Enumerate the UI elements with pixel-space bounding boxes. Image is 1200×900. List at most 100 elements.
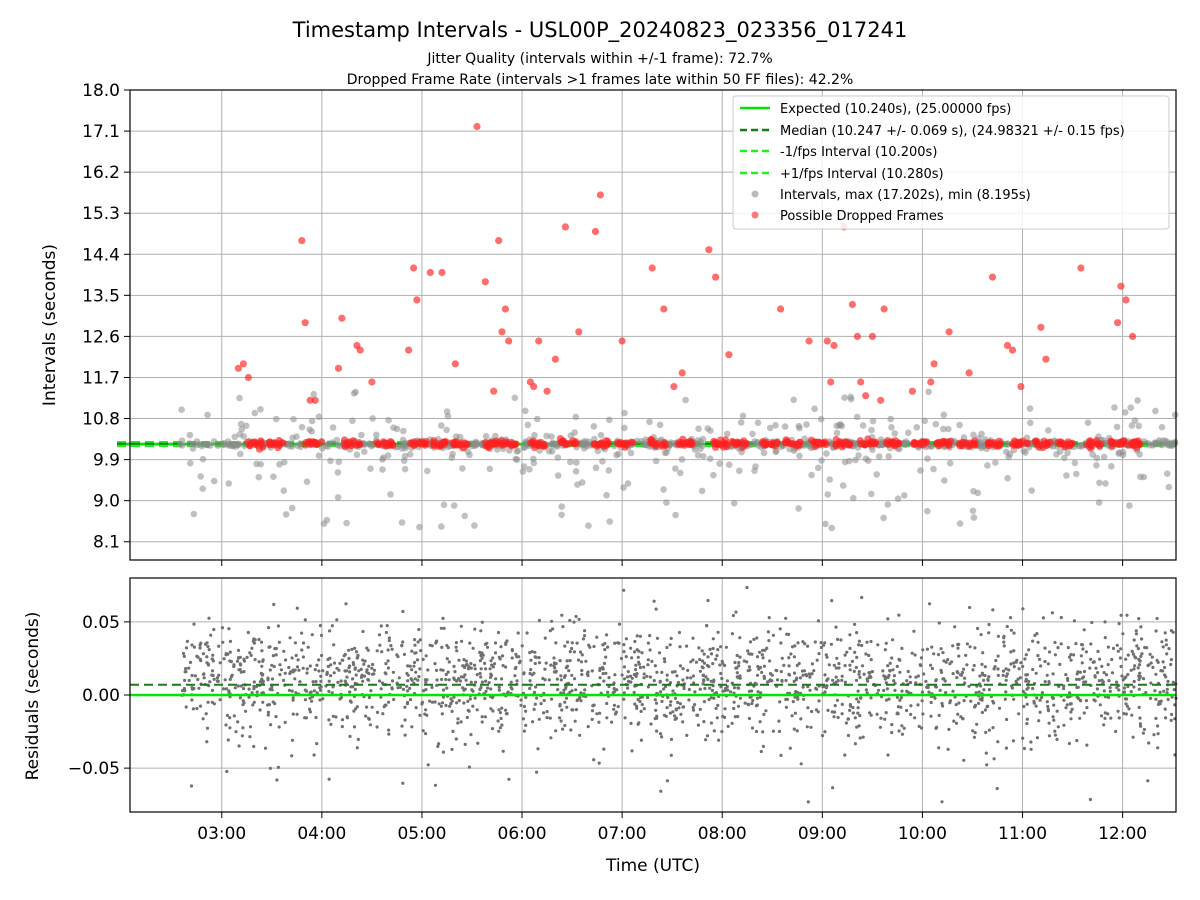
- residual-point: [827, 663, 831, 667]
- residual-point: [985, 705, 989, 709]
- residual-point: [971, 668, 975, 672]
- x-tick-label: 05:00: [397, 824, 446, 844]
- residual-point: [742, 659, 746, 663]
- residual-point: [355, 746, 359, 750]
- residual-point: [1002, 640, 1006, 644]
- dropped-frame-point: [821, 438, 829, 446]
- dropped-frame-outlier: [551, 355, 560, 363]
- residual-point: [590, 709, 595, 713]
- interval-point: [1093, 462, 1100, 469]
- interval-point: [818, 457, 825, 464]
- interval-point: [921, 417, 928, 425]
- residual-point: [1009, 628, 1014, 632]
- residual-point: [997, 706, 1002, 710]
- residual-point: [700, 649, 704, 653]
- residual-point: [1124, 712, 1128, 716]
- residual-point: [1106, 712, 1110, 716]
- residual-point: [905, 708, 909, 713]
- residual-point: [939, 670, 944, 675]
- residual-point: [291, 712, 295, 716]
- residual-point: [181, 651, 186, 656]
- residual-point: [686, 668, 690, 673]
- residual-point: [613, 673, 617, 677]
- residual-point: [466, 699, 470, 704]
- residual-point: [642, 707, 646, 711]
- residual-point: [886, 664, 890, 668]
- dropped-frame-point: [572, 438, 580, 446]
- residual-point: [1024, 673, 1028, 677]
- residual-point: [622, 677, 627, 681]
- residual-point: [806, 685, 810, 689]
- residual-point: [225, 769, 229, 774]
- residual-point: [487, 681, 491, 685]
- top-y-tick-label: 10.8: [82, 410, 120, 430]
- interval-point: [822, 520, 829, 528]
- residual-point: [870, 670, 875, 674]
- residual-point: [890, 730, 894, 735]
- residual-point: [387, 636, 391, 640]
- residual-point: [344, 602, 348, 606]
- residual-point: [691, 708, 696, 712]
- residual-point: [694, 660, 699, 664]
- residual-point: [951, 672, 955, 676]
- residual-point: [1149, 681, 1153, 685]
- residual-point: [255, 690, 259, 694]
- residual-point: [457, 677, 461, 681]
- residual-point: [441, 688, 446, 692]
- residual-point: [440, 701, 445, 705]
- dropped-frame-outlier: [988, 273, 997, 281]
- residual-point: [605, 701, 609, 706]
- residual-point: [649, 722, 653, 726]
- residual-point: [906, 669, 910, 674]
- interval-point: [373, 431, 380, 439]
- residual-point: [808, 688, 812, 692]
- residual-point: [319, 679, 323, 683]
- residual-point: [1046, 704, 1050, 709]
- residual-point: [613, 641, 617, 645]
- interval-point: [310, 390, 318, 398]
- dropped-frame-point: [1043, 439, 1051, 447]
- residual-point: [1161, 645, 1165, 649]
- residual-point: [861, 735, 865, 739]
- dropped-frame-point: [1016, 440, 1025, 448]
- interval-point: [280, 487, 288, 495]
- residual-point: [884, 641, 888, 645]
- residual-point: [652, 679, 656, 683]
- residual-point: [691, 674, 696, 678]
- residual-point: [489, 659, 493, 663]
- residual-point: [698, 669, 703, 673]
- residual-point: [414, 706, 418, 710]
- residual-point: [478, 671, 482, 676]
- residual-point: [387, 639, 391, 643]
- residual-point: [319, 688, 323, 692]
- residual-point: [483, 696, 487, 701]
- residual-point: [710, 688, 715, 693]
- residual-point: [856, 706, 860, 710]
- residual-point: [784, 705, 789, 709]
- interval-point: [343, 519, 350, 527]
- residual-point: [738, 636, 742, 640]
- residual-point: [395, 653, 399, 657]
- interval-point: [558, 503, 565, 510]
- x-tick-label: 04:00: [297, 824, 346, 844]
- residual-point: [1107, 679, 1111, 683]
- residual-point: [693, 690, 697, 694]
- residual-point: [576, 658, 581, 662]
- residual-point: [462, 675, 466, 679]
- residual-point: [248, 725, 253, 729]
- residual-point: [934, 726, 938, 731]
- residual-point: [501, 664, 505, 668]
- residual-point: [981, 651, 985, 655]
- residual-point: [188, 660, 193, 665]
- residual-point: [444, 677, 448, 682]
- interval-point: [808, 471, 815, 479]
- residual-point: [252, 684, 256, 688]
- residual-point: [220, 626, 224, 630]
- residual-point: [484, 679, 488, 683]
- interval-point: [349, 417, 356, 425]
- residual-point: [1001, 669, 1006, 673]
- dropped-frame-point: [647, 436, 655, 444]
- residual-point: [1081, 647, 1085, 651]
- residual-point: [551, 627, 555, 631]
- top-points: [177, 122, 1179, 532]
